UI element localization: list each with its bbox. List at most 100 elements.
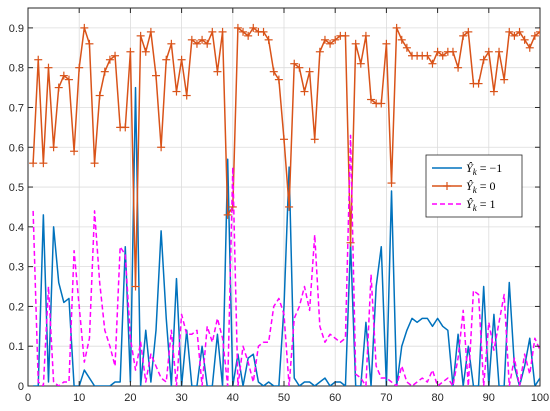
data-point-marker: [500, 75, 509, 84]
data-point-marker: [70, 147, 79, 156]
data-point-marker: [489, 87, 498, 96]
y-tick-label: 0.1: [9, 341, 24, 353]
data-point-marker: [459, 31, 468, 40]
data-point-marker: [198, 35, 207, 44]
x-tick-label: 90: [483, 392, 495, 404]
data-point-marker: [259, 27, 268, 36]
x-tick-label: 70: [380, 392, 392, 404]
data-point-marker: [131, 282, 140, 291]
axes: 0 10 20 30 40 50 60 70 80 90 100 0 0.1 0.2 0.3 0.4 0.5 0.…: [9, 8, 549, 404]
data-point-marker: [285, 202, 294, 211]
x-tick-label: 10: [73, 392, 85, 404]
data-point-marker: [192, 39, 201, 48]
legend: Ŷk = −1 Ŷk = 0 Ŷk = 1: [425, 154, 523, 218]
data-point-marker: [34, 55, 43, 64]
data-point-marker: [331, 35, 340, 44]
data-point-marker: [274, 75, 283, 84]
legend-label-0: Ŷk = −1: [466, 161, 502, 177]
x-tick-label: 80: [431, 392, 443, 404]
data-point-marker: [300, 87, 309, 96]
series-group-2: [32, 134, 540, 386]
data-point-marker: [249, 23, 258, 32]
data-point-marker: [233, 23, 242, 32]
data-point-marker: [428, 59, 437, 68]
data-point-marker: [525, 43, 534, 52]
data-point-marker: [228, 202, 237, 211]
data-point-marker: [295, 63, 304, 72]
data-point-marker: [361, 31, 370, 40]
y-tick-label: 0.7: [9, 102, 24, 114]
series-line-2: [32, 134, 540, 386]
data-point-marker: [536, 27, 540, 36]
data-point-marker: [520, 35, 529, 44]
x-tick-label: 30: [175, 392, 187, 404]
series-group-1: [29, 23, 540, 291]
x-tick-label: 0: [25, 392, 31, 404]
data-point-marker: [80, 23, 89, 32]
data-point-marker: [346, 238, 355, 247]
data-point-marker: [39, 159, 48, 168]
data-point-marker: [182, 91, 191, 100]
data-point-marker: [90, 159, 99, 168]
data-point-marker: [136, 31, 145, 40]
data-point-marker: [213, 67, 222, 76]
data-point-marker: [54, 83, 63, 92]
data-point-marker: [438, 51, 447, 60]
x-tick-label: 60: [329, 392, 341, 404]
data-point-marker: [448, 47, 457, 56]
data-point-marker: [59, 71, 68, 80]
data-point-marker: [218, 27, 227, 36]
y-tick-label: 0: [18, 381, 24, 393]
data-point-marker: [464, 27, 473, 36]
data-point-marker: [223, 210, 232, 219]
y-tick-label: 0.9: [9, 23, 24, 35]
data-point-marker: [484, 47, 493, 56]
data-point-marker: [402, 43, 411, 52]
data-point-marker: [203, 39, 212, 48]
data-point-marker: [454, 63, 463, 72]
data-point-marker: [367, 95, 376, 104]
data-point-marker: [269, 67, 278, 76]
data-point-marker: [239, 27, 248, 36]
data-point-marker: [146, 27, 155, 36]
data-point-marker: [510, 31, 519, 40]
data-point-marker: [85, 39, 94, 48]
data-point-marker: [515, 27, 524, 36]
y-tick-label: 0.6: [9, 142, 24, 154]
data-point-marker: [505, 27, 514, 36]
data-point-marker: [187, 35, 196, 44]
series-line-1: [32, 27, 540, 288]
data-point-marker: [433, 47, 442, 56]
data-point-marker: [474, 79, 483, 88]
data-point-marker: [162, 55, 171, 64]
data-point-marker: [530, 31, 539, 40]
data-point-marker: [75, 63, 84, 72]
data-point-marker: [264, 35, 273, 44]
data-point-marker: [49, 143, 58, 152]
y-tick-label: 0.2: [9, 301, 24, 313]
x-tick-label: 100: [531, 392, 549, 404]
y-tick-label: 0.8: [9, 63, 24, 75]
data-point-marker: [111, 51, 120, 60]
data-point-marker: [387, 179, 396, 188]
data-point-marker: [356, 59, 365, 68]
data-point-marker: [100, 67, 109, 76]
data-point-marker: [351, 39, 360, 48]
data-point-marker: [105, 55, 114, 64]
x-tick-label: 40: [227, 392, 239, 404]
data-point-marker: [95, 91, 104, 100]
data-point-marker: [172, 87, 181, 96]
series-layer: [29, 23, 540, 386]
data-point-marker: [244, 31, 253, 40]
data-point-marker: [397, 35, 406, 44]
data-point-marker: [382, 39, 391, 48]
data-point-marker: [315, 47, 324, 56]
grid-lines: [28, 8, 540, 386]
y-tick-label: 0.5: [9, 182, 24, 194]
legend-label-1: Ŷk = 0: [466, 179, 495, 195]
data-point-marker: [152, 71, 160, 80]
x-tick-label: 20: [124, 392, 136, 404]
data-point-marker: [280, 135, 288, 144]
data-point-marker: [392, 23, 401, 32]
data-point-marker: [495, 47, 504, 56]
